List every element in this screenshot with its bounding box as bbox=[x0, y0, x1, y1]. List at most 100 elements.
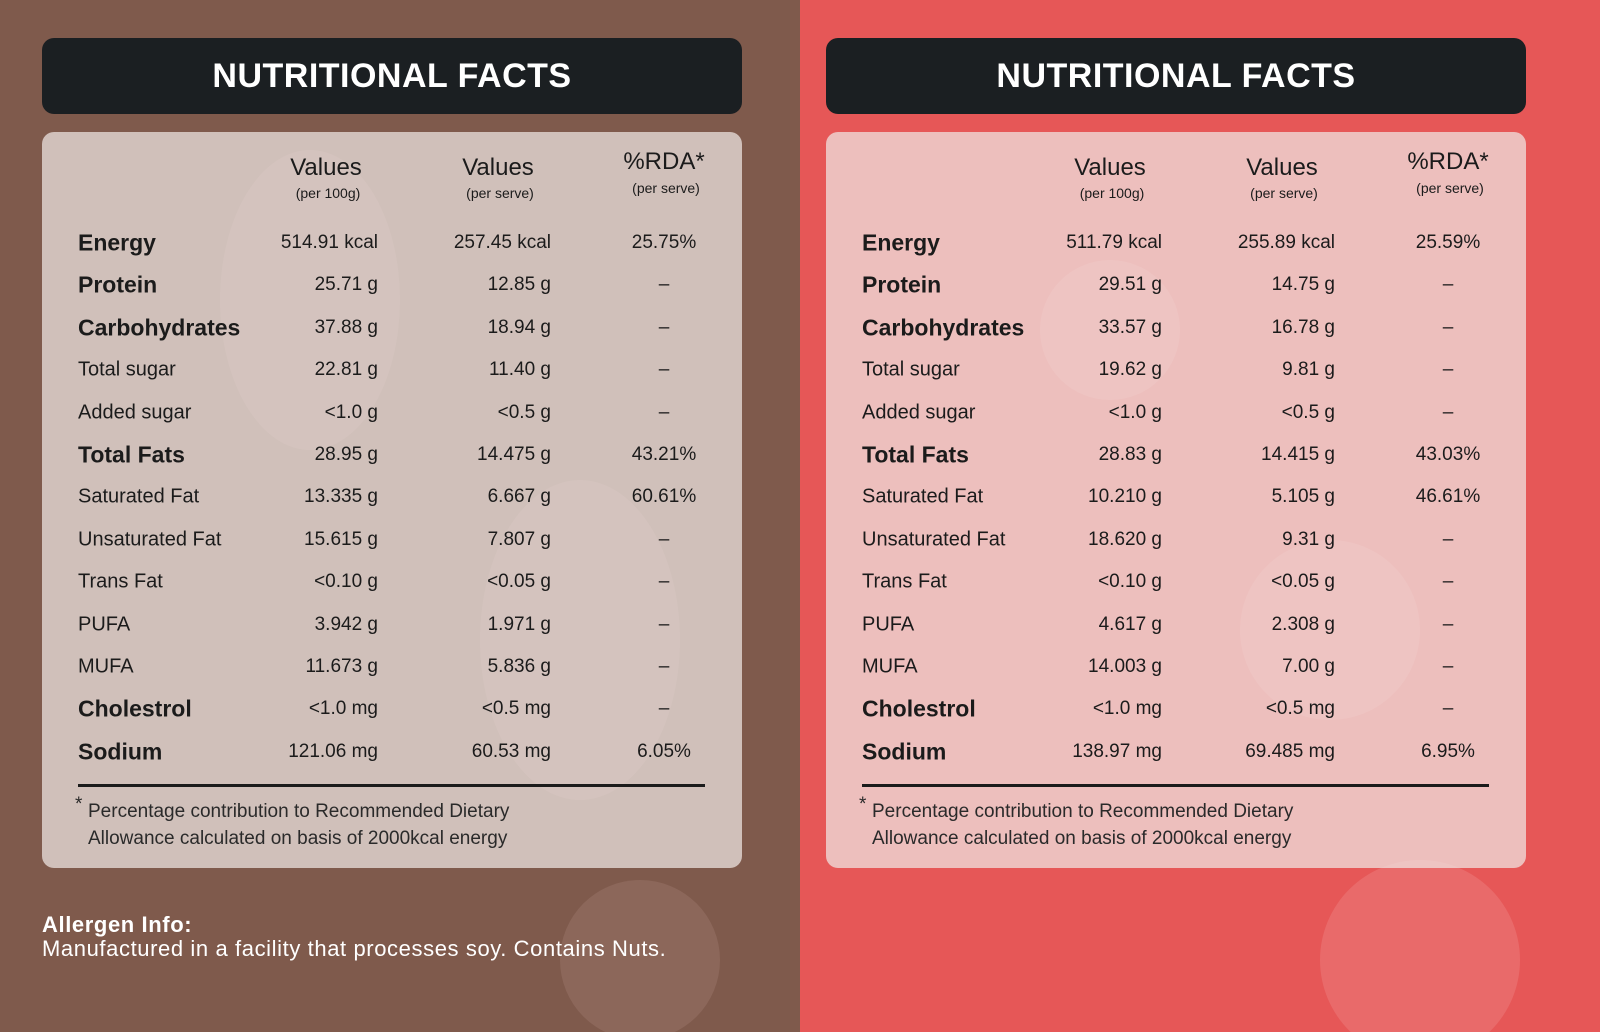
column-header: %RDA* bbox=[1407, 148, 1489, 175]
divider bbox=[78, 784, 705, 787]
column-header: Values bbox=[1074, 154, 1146, 181]
value-per-serve: 14.415 g bbox=[1261, 444, 1335, 465]
nutrient-name: Total sugar bbox=[78, 358, 176, 381]
nutrient-name: Carbohydrates bbox=[862, 314, 1025, 341]
nutrient-name: Carbohydrates bbox=[78, 314, 241, 341]
nutrient-name: Protein bbox=[78, 271, 158, 298]
value-per-serve: 12.85 g bbox=[487, 274, 551, 296]
footnote-mark: * bbox=[859, 794, 867, 815]
rda-value: 6.95% bbox=[1421, 740, 1475, 762]
value-per-100g: 19.62 g bbox=[1098, 359, 1162, 381]
column-subheader: (per 100g) bbox=[295, 185, 361, 201]
value-per-100g: 33.57 g bbox=[1098, 316, 1162, 338]
rda-value: – bbox=[658, 401, 670, 423]
column-subheader: (per 100g) bbox=[1079, 185, 1145, 201]
footnote-line: Percentage contribution to Recommended D… bbox=[88, 801, 510, 822]
value-per-serve: 11.40 g bbox=[489, 359, 551, 381]
value-per-serve: 18.94 g bbox=[487, 316, 551, 338]
rda-value: – bbox=[658, 316, 670, 338]
rda-value: – bbox=[658, 656, 670, 677]
value-per-100g: <0.10 g bbox=[314, 571, 378, 593]
nutrient-name: Total Fats bbox=[862, 441, 969, 468]
value-per-100g: 511.79 kcal bbox=[1066, 232, 1162, 253]
value-per-serve: 14.75 g bbox=[1271, 274, 1335, 296]
nutrient-name: MUFA bbox=[78, 655, 134, 678]
rda-value: – bbox=[1442, 528, 1454, 550]
value-per-serve: <0.5 mg bbox=[481, 698, 551, 720]
footnote-line: Allowance calculated on basis of 2000kca… bbox=[872, 828, 1292, 849]
value-per-serve: 257.45 kcal bbox=[453, 232, 551, 253]
value-per-serve: 16.78 g bbox=[1271, 316, 1335, 338]
column-subheader: (per serve) bbox=[1416, 180, 1484, 196]
nutrient-name: Sodium bbox=[78, 738, 163, 765]
pattern bbox=[1320, 860, 1520, 1032]
value-per-100g: 18.620 g bbox=[1088, 528, 1162, 550]
value-per-serve: 6.667 g bbox=[487, 486, 551, 508]
value-per-serve: <0.05 g bbox=[487, 571, 551, 593]
panel-title: NUTRITIONAL FACTS bbox=[826, 38, 1526, 114]
value-per-serve: <0.05 g bbox=[1271, 571, 1335, 593]
value-per-serve: <0.5 g bbox=[497, 401, 551, 423]
footnote-line: Allowance calculated on basis of 2000kca… bbox=[88, 828, 508, 849]
value-per-100g: 15.615 g bbox=[304, 528, 378, 550]
nutrient-name: Trans Fat bbox=[78, 570, 163, 593]
rda-value: – bbox=[658, 698, 670, 720]
rda-value: – bbox=[1442, 656, 1454, 677]
nutrient-name: Protein bbox=[862, 271, 942, 298]
rda-value: – bbox=[658, 528, 670, 550]
nutrient-name: Trans Fat bbox=[862, 570, 947, 593]
rda-value: – bbox=[1442, 316, 1454, 338]
value-per-100g: <1.0 mg bbox=[1092, 698, 1162, 720]
panel-title: NUTRITIONAL FACTS bbox=[42, 38, 742, 114]
nutrient-name: Unsaturated Fat bbox=[862, 528, 1006, 551]
value-per-100g: 25.71 g bbox=[314, 274, 378, 296]
value-per-100g: 37.88 g bbox=[314, 316, 378, 338]
nutrient-name: PUFA bbox=[78, 613, 131, 636]
value-per-100g: 121.06 mg bbox=[288, 740, 378, 762]
table-box bbox=[42, 132, 742, 868]
nutrient-name: Total Fats bbox=[78, 441, 185, 468]
value-per-100g: 14.003 g bbox=[1088, 656, 1162, 677]
rda-value: 43.21% bbox=[631, 444, 697, 465]
column-subheader: (per serve) bbox=[1250, 185, 1318, 201]
rda-value: 25.75% bbox=[631, 232, 697, 253]
nutrient-name: Sodium bbox=[862, 738, 947, 765]
value-per-100g: 28.83 g bbox=[1098, 444, 1162, 465]
rda-value: – bbox=[658, 613, 670, 635]
value-per-serve: 9.31 g bbox=[1282, 528, 1335, 550]
divider bbox=[862, 784, 1489, 787]
footnote-line: Percentage contribution to Recommended D… bbox=[872, 801, 1294, 822]
value-per-100g: 29.51 g bbox=[1098, 274, 1162, 296]
footnote-mark: * bbox=[75, 794, 83, 815]
nutrition-panel: NUTRITIONAL FACTS Values (per 100g) Values (… bbox=[784, 0, 1568, 1032]
rda-value: – bbox=[1442, 401, 1454, 423]
value-per-serve: 255.89 kcal bbox=[1237, 232, 1335, 253]
value-per-100g: <1.0 g bbox=[1108, 401, 1162, 423]
rda-value: – bbox=[1442, 698, 1454, 720]
value-per-serve: 2.308 g bbox=[1271, 613, 1335, 635]
value-per-100g: 22.81 g bbox=[314, 359, 378, 381]
value-per-100g: 514.91 kcal bbox=[280, 232, 378, 253]
allergen-label: Allergen Info: bbox=[42, 912, 193, 937]
rda-value: 46.61% bbox=[1415, 486, 1481, 508]
value-per-serve: 1.971 g bbox=[487, 613, 551, 635]
value-per-serve: 5.105 g bbox=[1271, 486, 1335, 508]
nutrient-name: Cholestrol bbox=[862, 695, 976, 722]
nutrient-name: MUFA bbox=[862, 655, 918, 678]
rda-value: – bbox=[658, 359, 670, 381]
nutrient-name: Added sugar bbox=[78, 401, 192, 424]
pattern bbox=[560, 880, 720, 1032]
value-per-serve: 69.485 mg bbox=[1245, 740, 1335, 762]
value-per-serve: <0.5 g bbox=[1281, 401, 1335, 423]
nutrient-name: Cholestrol bbox=[78, 695, 192, 722]
value-per-serve: 5.836 g bbox=[487, 656, 551, 677]
value-per-100g: 3.942 g bbox=[314, 613, 378, 635]
value-per-100g: 10.210 g bbox=[1088, 486, 1162, 508]
rda-value: – bbox=[658, 274, 670, 296]
nutrient-name: Total sugar bbox=[862, 358, 960, 381]
column-header: %RDA* bbox=[623, 148, 705, 175]
rda-value: 25.59% bbox=[1415, 232, 1481, 253]
value-per-100g: 11.673 g bbox=[305, 656, 378, 677]
value-per-100g: 28.95 g bbox=[314, 444, 378, 465]
